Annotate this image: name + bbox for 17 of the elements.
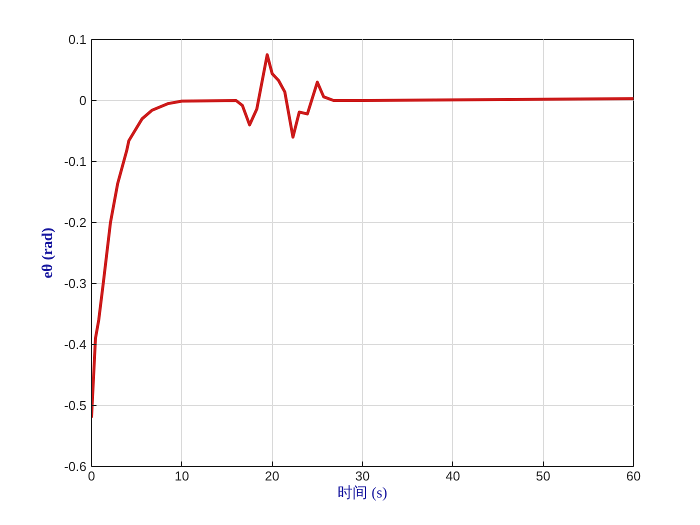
y-tick-label: -0.6: [64, 459, 87, 474]
x-axis-title: 时间 (s): [338, 484, 388, 502]
x-tick-label: 50: [536, 468, 550, 484]
y-tick-label: -0.5: [64, 398, 87, 413]
y-tick-label: -0.1: [64, 154, 87, 169]
x-tick-label: 20: [264, 468, 280, 484]
y-tick-label: -0.2: [64, 215, 87, 230]
x-tick-label: 40: [446, 468, 460, 484]
y-axis-title: eθ (rad): [40, 228, 56, 278]
x-tick-label: 60: [626, 468, 641, 484]
x-tick-label: 10: [174, 468, 190, 484]
y-tick-label: -0.4: [64, 337, 87, 352]
y-tick-label: -0.3: [64, 276, 87, 291]
x-tick-label: 30: [355, 468, 370, 484]
line-series: [92, 53, 634, 420]
y-tick-label: 0: [79, 93, 87, 108]
y-tick-label: 0.1: [68, 32, 87, 47]
